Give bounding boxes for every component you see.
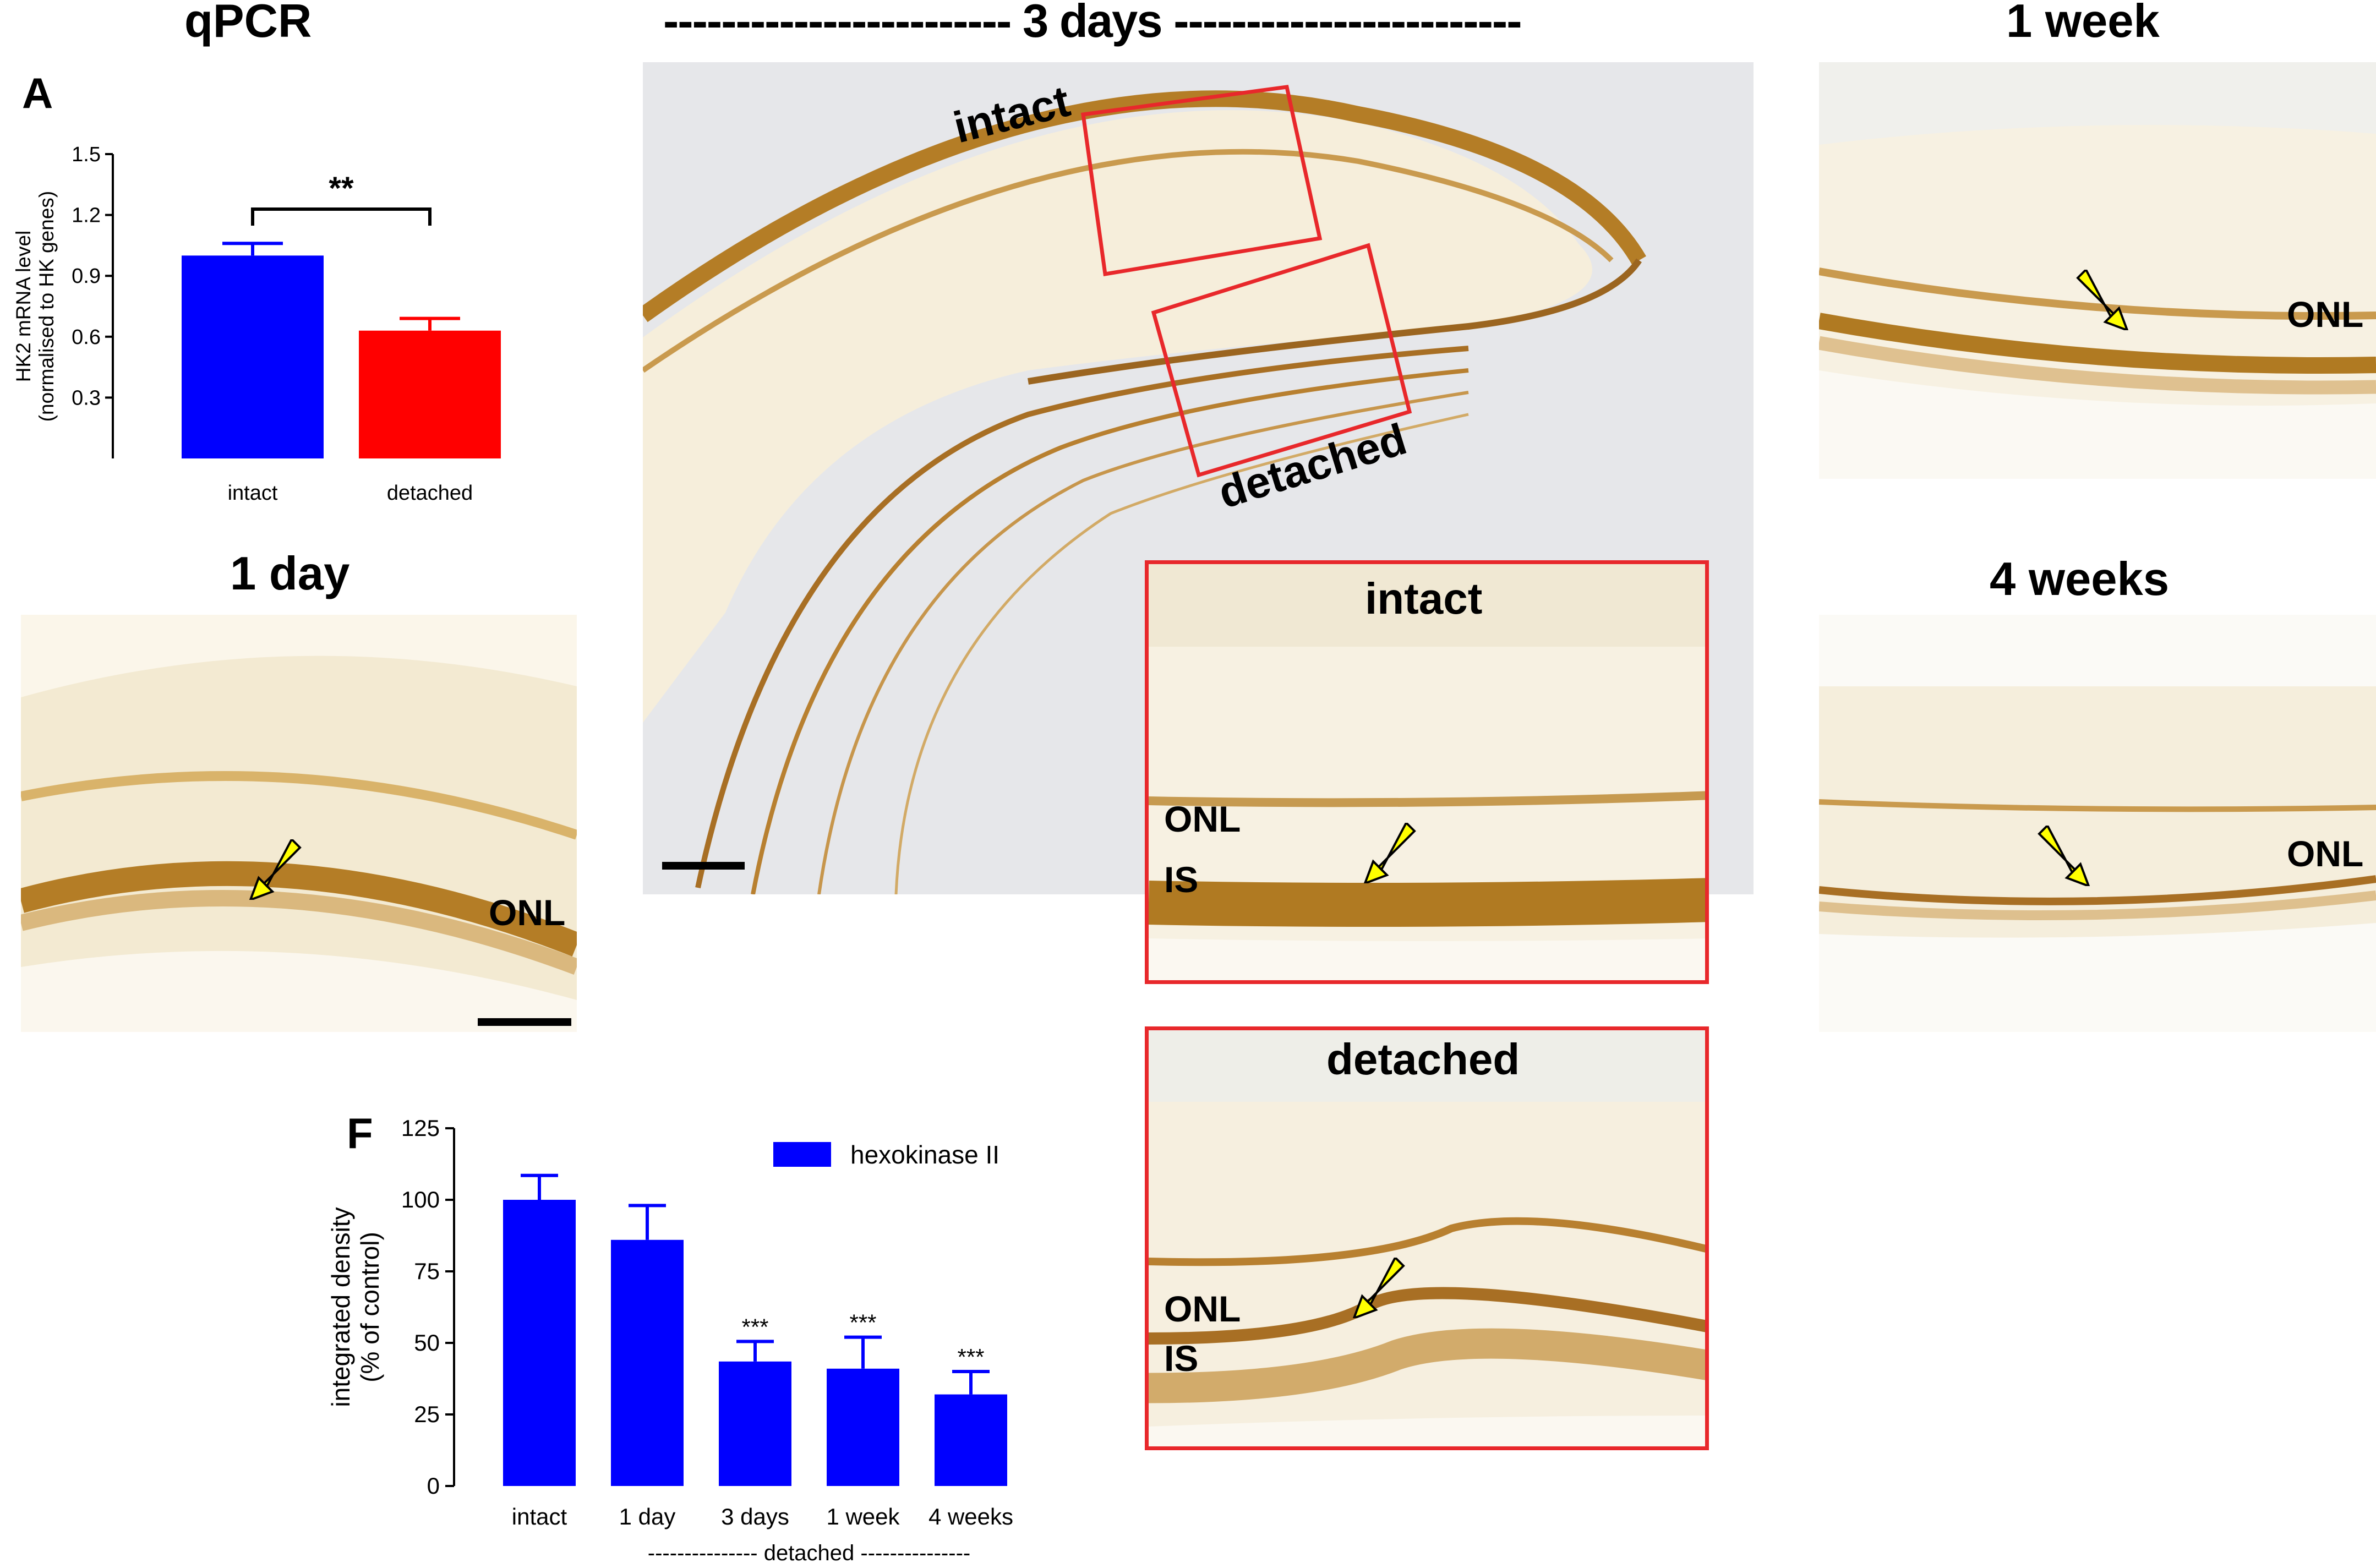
label-inset-detached: detached: [1326, 1035, 1520, 1084]
y-axis-label: HK2 mRNA level: [12, 231, 35, 383]
x-axis-label: --------------- detached ---------------: [648, 1541, 970, 1565]
y-tick-label: 25: [414, 1401, 440, 1427]
bar-1-week: [827, 1368, 899, 1486]
inset-detached: [1145, 1026, 1709, 1450]
label-onl-d: ONL: [2287, 294, 2364, 335]
inset-intact: [1145, 560, 1709, 984]
y-tick-label: 0.9: [72, 265, 101, 288]
bar-4-weeks: [935, 1394, 1007, 1486]
panel-letter-a: A: [22, 69, 53, 117]
y-tick-label: 75: [414, 1258, 440, 1284]
chart-f: 0 25 50 75 100 125 integrated density (% of con…: [326, 1115, 1013, 1565]
y-tick-label: 0: [427, 1473, 440, 1499]
x-tick-label: 1 day: [619, 1504, 676, 1529]
label-is-inset-intact: IS: [1164, 859, 1199, 900]
bar-1-day: [611, 1239, 684, 1486]
y-axis-label: integrated density: [326, 1207, 355, 1407]
legend-label: hexokinase II: [850, 1140, 999, 1169]
yellow-arrow-icon: [2038, 826, 2090, 886]
significance-label: **: [329, 171, 354, 206]
y-axis-label: (% of control): [356, 1232, 384, 1383]
panel-letter-f: F: [347, 1109, 373, 1157]
y-tick-label: 125: [401, 1115, 440, 1141]
bar-intact: [503, 1200, 576, 1486]
yellow-arrow-icon: [249, 839, 302, 900]
label-inset-intact: intact: [1365, 574, 1483, 623]
micrograph-4-weeks: [1819, 615, 2376, 1032]
label-onl-b: ONL: [489, 892, 566, 933]
y-tick-label: 100: [401, 1187, 440, 1212]
heading-1-day: 1 day: [230, 548, 350, 600]
micrograph-1-week: [1819, 62, 2376, 479]
heading-1-week: 1 week: [2006, 0, 2160, 47]
label-onl-inset-detached: ONL: [1164, 1288, 1241, 1329]
x-tick-label: 3 days: [721, 1504, 789, 1529]
bar-detached: [359, 330, 501, 458]
chart-a: 0.3 0.6 0.9 1.2 1.5 HK2 mRNA level (normalised…: [12, 143, 501, 505]
x-tick-label: intact: [228, 482, 278, 505]
micrograph-1-day: [21, 615, 577, 1032]
heading-4-weeks: 4 weeks: [1990, 553, 2170, 605]
heading-3-days: ------------------------ 3 days --------…: [663, 0, 1522, 47]
y-tick-label: 1.2: [72, 204, 101, 227]
y-tick-label: 50: [414, 1330, 440, 1356]
y-tick-label: 0.6: [72, 326, 101, 349]
significance-label: ***: [957, 1344, 984, 1370]
significance-label: ***: [849, 1310, 876, 1336]
x-tick-label: detached: [387, 482, 473, 505]
heading-qpcr: qPCR: [184, 0, 312, 47]
bar-intact: [182, 255, 324, 458]
yellow-arrow-icon: [1363, 823, 1416, 883]
yellow-arrow-icon: [1352, 1258, 1405, 1318]
x-tick-label: 1 week: [826, 1504, 900, 1529]
bar-3-days: [719, 1361, 791, 1486]
selection-boxes-c: [1081, 85, 1412, 478]
label-onl-inset-intact: ONL: [1164, 799, 1241, 839]
y-tick-label: 0.3: [72, 386, 101, 409]
significance-bracket: [251, 207, 431, 226]
label-onl-e: ONL: [2287, 833, 2364, 874]
y-tick-label: 1.5: [72, 143, 101, 166]
label-is-inset-detached: IS: [1164, 1338, 1199, 1379]
significance-label: ***: [741, 1314, 768, 1340]
y-axis-label: (normalised to HK genes): [35, 191, 58, 422]
x-tick-label: 4 weeks: [928, 1504, 1013, 1529]
yellow-arrow-icon: [2076, 270, 2129, 330]
legend-swatch: [773, 1142, 831, 1167]
x-tick-label: intact: [512, 1504, 567, 1529]
